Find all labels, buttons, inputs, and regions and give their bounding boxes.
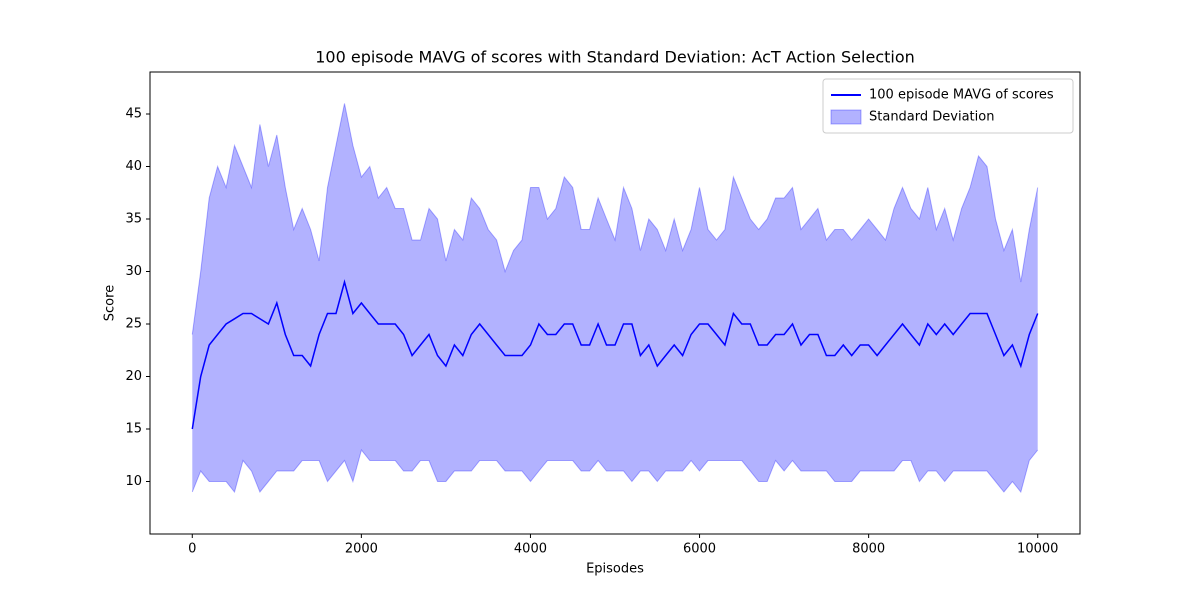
legend-box <box>822 78 1074 134</box>
legend-label: 100 episode MAVG of scores <box>869 88 1054 103</box>
mavg-line <box>191 279 1039 430</box>
y-axis-label: Score <box>103 285 118 321</box>
legend-swatch <box>830 109 862 125</box>
plot-frame <box>149 71 1081 535</box>
std-band <box>192 103 1038 492</box>
x-tick-label: 2000 <box>345 542 378 557</box>
y-tick-label: 40 <box>125 159 142 174</box>
y-tick-label: 20 <box>125 369 142 384</box>
x-tick-label: 0 <box>188 542 196 557</box>
legend-label: Standard Deviation <box>869 110 994 125</box>
y-tick-label: 25 <box>125 317 142 332</box>
x-tick-label: 10000 <box>1017 542 1058 557</box>
chart-title: 100 episode MAVG of scores with Standard… <box>315 48 915 67</box>
y-tick-label: 35 <box>125 212 142 227</box>
x-tick-label: 4000 <box>514 542 547 557</box>
y-tick-label: 30 <box>125 264 142 279</box>
std-upper-edge <box>191 103 1039 335</box>
x-tick-label: 8000 <box>852 542 885 557</box>
x-axis-label: Episodes <box>586 562 644 577</box>
y-tick-label: 15 <box>125 422 142 437</box>
x-tick-label: 6000 <box>683 542 716 557</box>
y-tick-label: 45 <box>125 107 142 122</box>
std-lower-edge <box>191 448 1039 494</box>
y-tick-label: 10 <box>125 474 142 489</box>
